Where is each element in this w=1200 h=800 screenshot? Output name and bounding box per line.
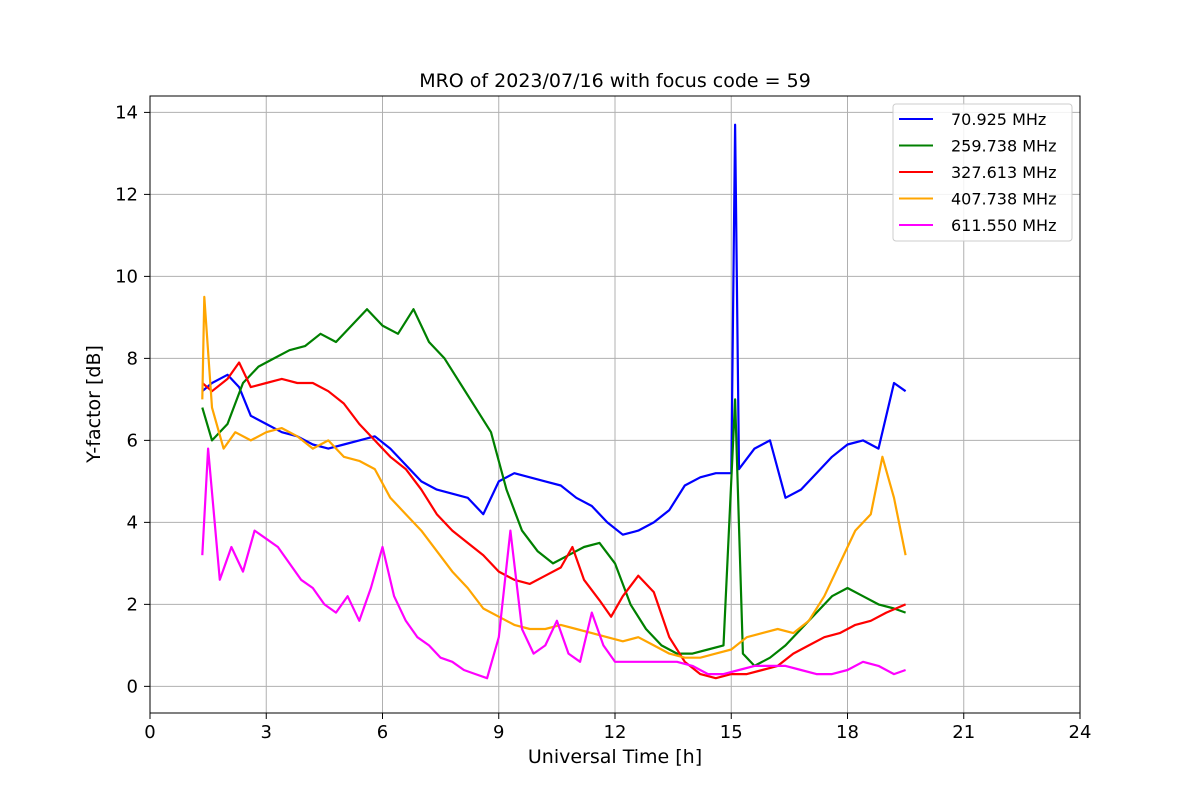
legend-label-1: 259.738 MHz xyxy=(951,137,1056,156)
x-axis-label: Universal Time [h] xyxy=(528,746,702,768)
y-tick-label: 0 xyxy=(127,676,138,697)
chart-title: MRO of 2023/07/16 with focus code = 59 xyxy=(419,70,811,92)
y-tick-label: 4 xyxy=(127,512,138,533)
y-tick-label: 2 xyxy=(127,594,138,615)
legend: 70.925 MHz 259.738 MHz 327.613 MHz 407.738 … xyxy=(892,103,1073,242)
x-tick-label: 18 xyxy=(836,722,859,743)
legend-label-0: 70.925 MHz xyxy=(951,110,1046,129)
y-axis-label: Y-factor [dB] xyxy=(83,345,105,464)
series-line-4 xyxy=(201,447,906,680)
x-ticks: 0 3 6 9 12 15 18 21 24 xyxy=(144,713,1091,743)
legend-label-3: 407.738 MHz xyxy=(951,190,1056,209)
x-tick-label: 6 xyxy=(377,722,388,743)
x-tick-label: 12 xyxy=(604,722,627,743)
x-tick-label: 15 xyxy=(720,722,743,743)
series-line-0 xyxy=(201,123,907,536)
x-tick-label: 3 xyxy=(261,722,272,743)
legend-label-2: 327.613 MHz xyxy=(951,163,1056,182)
series-line-3 xyxy=(201,295,907,659)
legend-label-4: 611.550 MHz xyxy=(951,216,1056,235)
series-layer xyxy=(201,123,907,680)
y-tick-label: 6 xyxy=(127,430,138,451)
series-line-1 xyxy=(201,308,906,667)
series-line-2 xyxy=(201,361,907,680)
y-tick-label: 14 xyxy=(115,102,138,123)
y-ticks: 0 2 4 6 8 10 12 14 xyxy=(115,102,150,697)
x-tick-label: 9 xyxy=(493,722,504,743)
x-tick-label: 21 xyxy=(952,722,975,743)
y-tick-label: 10 xyxy=(115,266,138,287)
x-tick-label: 0 xyxy=(144,722,155,743)
y-tick-label: 8 xyxy=(127,348,138,369)
legend-box xyxy=(892,103,1073,242)
y-tick-label: 12 xyxy=(115,184,138,205)
x-tick-label: 24 xyxy=(1069,722,1092,743)
